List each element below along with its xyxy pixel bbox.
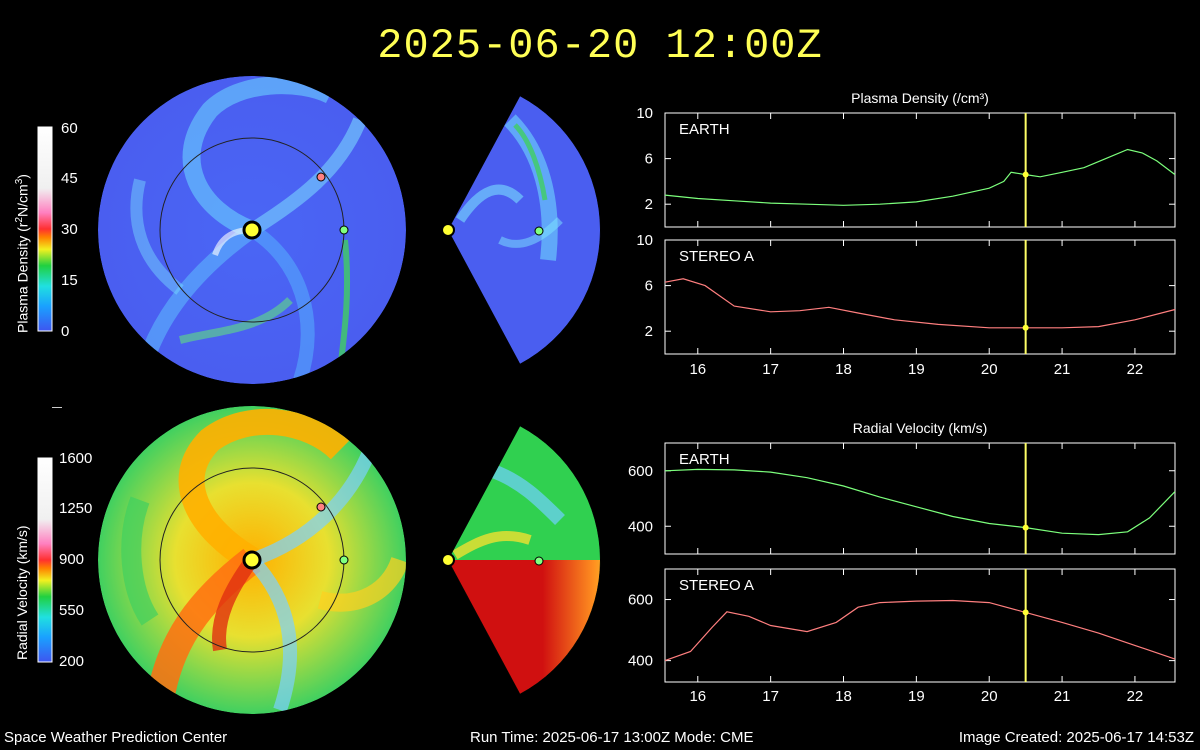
earth-marker-density-wedge [534, 226, 544, 236]
current-time-dot [1022, 171, 1029, 178]
velocity-tick: 1250 [59, 500, 93, 517]
footer-org: Space Weather Prediction Center [4, 729, 228, 746]
stereo-marker-velocity [316, 502, 326, 512]
footer-run-time: Run Time: 2025-06-17 13:00Z Mode: CME [470, 729, 754, 746]
velocity-tick: 1600 [59, 450, 93, 467]
current-time-dot [1022, 524, 1029, 531]
density-wedge [448, 96, 601, 364]
sun-marker-velocity [242, 550, 262, 570]
plot-frame [664, 112, 1176, 228]
plot-title: Radial Velocity (km/s) [853, 420, 988, 436]
density-colorbar [37, 126, 53, 332]
divider-dash [52, 407, 62, 408]
y-tick-label: 10 [636, 105, 653, 122]
earth-marker-velocity [339, 555, 349, 565]
x-tick-label: 22 [1127, 361, 1144, 378]
series-line [664, 468, 1176, 536]
velocity-disk [98, 406, 406, 714]
velocity-wedge [448, 426, 601, 694]
current-time-dot [1022, 609, 1029, 616]
velocity-colorbar-label: Radial Velocity (km/s) [14, 525, 30, 660]
density-tick: 0 [61, 323, 70, 340]
y-tick-label: 600 [628, 592, 653, 609]
earth-marker-density [339, 225, 349, 235]
x-tick-label: 21 [1054, 361, 1071, 378]
earth-marker-velocity-wedge [534, 556, 544, 566]
panel-label: STEREO A [679, 577, 754, 594]
series-line [664, 148, 1176, 206]
density-tick: 60 [61, 120, 78, 137]
x-tick-label: 20 [981, 361, 998, 378]
density-tick: 15 [61, 272, 78, 289]
velocity-tick: 550 [59, 602, 85, 619]
page-title: 2025-06-20 12:00Z [377, 22, 823, 70]
density-tick: 30 [61, 221, 78, 238]
sun-marker-velocity-wedge [441, 553, 455, 567]
y-tick-label: 10 [636, 232, 653, 249]
panel-label: STEREO A [679, 248, 754, 265]
x-tick-label: 18 [835, 361, 852, 378]
velocity-tick: 900 [59, 551, 85, 568]
y-tick-label: 2 [645, 323, 653, 340]
plot-frame [664, 568, 1176, 683]
x-tick-label: 20 [981, 688, 998, 705]
y-tick-label: 6 [645, 278, 653, 295]
sun-marker-density [242, 220, 262, 240]
y-tick-label: 400 [628, 518, 653, 535]
x-tick-label: 18 [835, 688, 852, 705]
x-tick-label: 21 [1054, 688, 1071, 705]
x-tick-label: 16 [689, 688, 706, 705]
y-tick-label: 2 [645, 196, 653, 213]
x-tick-label: 19 [908, 361, 925, 378]
plot-title: Plasma Density (/cm³) [851, 90, 989, 106]
x-tick-label: 17 [762, 688, 779, 705]
sun-marker-density-wedge [441, 223, 455, 237]
velocity-colorbar [37, 457, 53, 663]
x-tick-label: 16 [689, 361, 706, 378]
x-tick-label: 22 [1127, 688, 1144, 705]
plot-frame [664, 442, 1176, 555]
x-tick-label: 17 [762, 361, 779, 378]
panel-label: EARTH [679, 121, 730, 138]
y-tick-label: 600 [628, 463, 653, 480]
current-time-dot [1022, 324, 1029, 331]
panel-label: EARTH [679, 451, 730, 468]
series-line [664, 599, 1176, 662]
stereo-marker-density [316, 172, 326, 182]
footer-image-created: Image Created: 2025-06-17 14:53Z [958, 729, 1194, 746]
density-tick: 45 [61, 170, 78, 187]
series-line [664, 278, 1176, 329]
density-colorbar-label: Plasma Density (r2N/cm3) [14, 174, 31, 333]
plot-frame [664, 239, 1176, 355]
y-tick-label: 400 [628, 653, 653, 670]
x-tick-label: 19 [908, 688, 925, 705]
y-tick-label: 6 [645, 151, 653, 168]
velocity-tick: 200 [59, 653, 85, 670]
